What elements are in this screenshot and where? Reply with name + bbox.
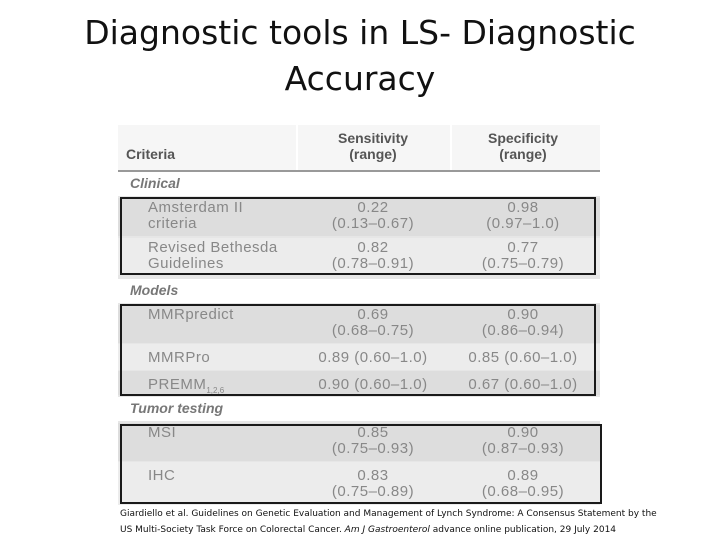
row-specificity: 0.90 (0.86–0.94) xyxy=(458,307,588,339)
citation-line-1: Giardiello et al. Guidelines on Genetic … xyxy=(120,509,657,519)
citation-line-2-end: advance online publication, 29 July 2014 xyxy=(429,525,617,535)
row-name: MMRpredict xyxy=(148,306,234,323)
title-line-1: Diagnostic tools in LS- Diagnostic xyxy=(84,13,636,52)
header-divider xyxy=(450,125,452,170)
specificity-range: (0.87–0.93) xyxy=(481,440,565,457)
diagnostic-accuracy-table: Criteria Sensitivity (range) Specificity… xyxy=(118,125,600,505)
sensitivity-range: (0.75–0.93) xyxy=(331,440,415,457)
row-name-line-2: Guidelines xyxy=(148,255,224,272)
row-specificity: 0.98 (0.97–1.0) xyxy=(458,200,588,232)
section-label-clinical: Clinical xyxy=(130,175,180,191)
header-divider xyxy=(296,125,298,170)
specificity-range: (0.86–0.94) xyxy=(481,322,565,339)
table-row-mmrpredict: MMRpredict 0.69 (0.68–0.75) 0.90 (0.86–0… xyxy=(118,305,600,343)
row-specificity: 0.77 (0.75–0.79) xyxy=(458,240,588,272)
row-sensitivity: 0.22 (0.13–0.67) xyxy=(308,200,438,232)
table-row-bethesda: Revised Bethesda Guidelines 0.82 (0.78–0… xyxy=(118,238,600,275)
sensitivity-range: (0.75–0.89) xyxy=(331,483,415,500)
section-row-models: Models xyxy=(118,279,600,303)
section-row-clinical: Clinical xyxy=(118,172,600,196)
table-row-msi: MSI 0.85 (0.75–0.93) 0.90 (0.87–0.93) xyxy=(118,423,600,461)
row-sensitivity: 0.85 (0.75–0.93) xyxy=(308,425,438,457)
row-name: IHC xyxy=(148,467,176,484)
header-sensitivity-range: (range) xyxy=(349,146,397,162)
row-name: PREMM1,2,6 xyxy=(148,377,224,399)
table-row-amsterdam: Amsterdam II criteria 0.22 (0.13–0.67) 0… xyxy=(118,198,600,236)
specificity-range: (0.75–0.79) xyxy=(481,255,565,272)
slide-title: Diagnostic tools in LS- Diagnostic Accur… xyxy=(0,10,720,102)
header-specificity: Specificity (range) xyxy=(468,130,578,162)
row-name-line-1: Amsterdam II xyxy=(148,199,244,216)
header-criteria: Criteria xyxy=(126,146,176,162)
row-name: Amsterdam II criteria xyxy=(148,200,243,232)
table-row-premm: PREMM1,2,6 0.90 (0.60–1.0) 0.67 (0.60–1.… xyxy=(118,371,600,395)
section-label-tumor-testing: Tumor testing xyxy=(130,400,224,416)
sensitivity-value: 0.85 xyxy=(357,424,389,441)
header-specificity-range: (range) xyxy=(499,146,547,162)
row-sensitivity: 0.83 (0.75–0.89) xyxy=(308,468,438,500)
row-name-line-2: criteria xyxy=(148,215,198,232)
section-label-models: Models xyxy=(130,282,179,298)
sensitivity-range: (0.68–0.75) xyxy=(331,322,415,339)
sensitivity-value: 0.83 xyxy=(357,467,389,484)
sensitivity-range: (0.78–0.91) xyxy=(331,255,415,272)
row-specificity: 0.67 (0.60–1.0) xyxy=(468,376,578,393)
sensitivity-value: 0.22 xyxy=(357,199,389,216)
row-sensitivity: 0.69 (0.68–0.75) xyxy=(308,307,438,339)
row-name: MMRPro xyxy=(148,349,211,366)
specificity-range: (0.97–1.0) xyxy=(486,215,560,232)
row-sensitivity: 0.89 (0.60–1.0) xyxy=(318,349,428,366)
specificity-range: (0.68–0.95) xyxy=(481,483,565,500)
citation-journal: Am J Gastroenterol xyxy=(344,525,430,535)
specificity-value: 0.90 xyxy=(507,424,539,441)
specificity-value: 0.77 xyxy=(507,239,539,256)
specificity-value: 0.98 xyxy=(507,199,539,216)
row-name-line-1: Revised Bethesda xyxy=(148,239,278,256)
row-sensitivity: 0.90 (0.60–1.0) xyxy=(318,376,428,393)
table-row-ihc: IHC 0.83 (0.75–0.89) 0.89 (0.68–0.95) xyxy=(118,462,600,505)
row-specificity: 0.90 (0.87–0.93) xyxy=(458,425,588,457)
header-sensitivity: Sensitivity (range) xyxy=(318,130,428,162)
section-row-tumor-testing: Tumor testing xyxy=(118,397,600,421)
table-header-row: Criteria Sensitivity (range) Specificity… xyxy=(118,125,600,172)
row-specificity: 0.85 (0.60–1.0) xyxy=(468,349,578,366)
citation-line-2-start: US Multi-Society Task Force on Colorecta… xyxy=(120,525,345,535)
specificity-value: 0.90 xyxy=(507,306,539,323)
header-sensitivity-label: Sensitivity xyxy=(337,130,409,146)
title-line-2: Accuracy xyxy=(284,59,436,98)
sensitivity-value: 0.69 xyxy=(357,306,389,323)
row-specificity: 0.89 (0.68–0.95) xyxy=(458,468,588,500)
row-name-subscript: 1,2,6 xyxy=(206,386,225,395)
sensitivity-value: 0.82 xyxy=(357,239,389,256)
sensitivity-range: (0.13–0.67) xyxy=(331,215,415,232)
row-name: MSI xyxy=(148,424,177,441)
citation: Giardiello et al. Guidelines on Genetic … xyxy=(120,506,710,538)
header-specificity-label: Specificity xyxy=(487,130,559,146)
table-row-mmrpro: MMRPro 0.89 (0.60–1.0) 0.85 (0.60–1.0) xyxy=(118,344,600,370)
row-sensitivity: 0.82 (0.78–0.91) xyxy=(308,240,438,272)
row-name: Revised Bethesda Guidelines xyxy=(148,240,278,272)
row-name-text: PREMM xyxy=(148,376,207,393)
specificity-value: 0.89 xyxy=(507,467,539,484)
citation-line-2: US Multi-Society Task Force on Colorecta… xyxy=(120,522,710,538)
